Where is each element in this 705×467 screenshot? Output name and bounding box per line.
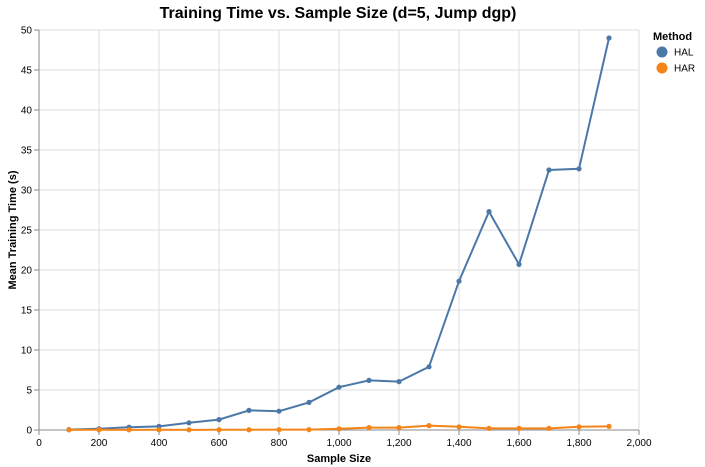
data-point-har [216, 427, 222, 433]
series-layer [66, 35, 612, 433]
data-point-har [186, 427, 192, 433]
data-point-hal [486, 209, 492, 215]
x-tick-label: 1,400 [446, 438, 471, 449]
data-point-hal [336, 384, 342, 390]
data-point-har [306, 427, 312, 433]
data-point-har [276, 427, 282, 433]
y-axis-title: Mean Training Time (s) [7, 170, 19, 289]
x-tick-label: 600 [211, 438, 228, 449]
data-point-har [486, 425, 492, 431]
data-point-hal [246, 407, 252, 413]
y-tick-label: 20 [21, 266, 33, 277]
y-tick-label: 25 [21, 226, 33, 237]
y-tick-label: 0 [26, 426, 32, 437]
data-point-hal [216, 417, 222, 423]
series-hal [66, 35, 612, 433]
x-tick-label: 200 [91, 438, 108, 449]
x-tick-label: 2,000 [626, 438, 651, 449]
legend-symbol [656, 62, 668, 74]
data-point-har [96, 427, 102, 433]
legend-title: Method [653, 31, 692, 43]
axes: 0 200 400 600 800 1,000 1,200 1,400 1,600 1,800 2,… [21, 26, 652, 450]
legend: Method HAL HAR [653, 31, 695, 75]
data-point-hal [516, 261, 522, 267]
x-tick-label: 1,200 [386, 438, 411, 449]
chart-title: Training Time vs. Sample Size (d=5, Jump… [160, 5, 517, 22]
x-tick-label: 400 [151, 438, 168, 449]
data-point-hal [456, 278, 462, 284]
data-point-hal [366, 377, 372, 383]
x-axis-title: Sample Size [307, 453, 371, 465]
data-point-har [156, 427, 162, 433]
data-point-hal [306, 399, 312, 405]
grid [38, 29, 640, 431]
data-point-har [456, 424, 462, 430]
data-point-hal [276, 408, 282, 414]
y-tick-label: 45 [21, 66, 33, 77]
legend-item-hal: HAL [656, 46, 694, 59]
data-point-har [426, 423, 432, 429]
data-point-har [396, 425, 402, 431]
y-tick-label: 10 [21, 346, 33, 357]
y-tick-label: 35 [21, 146, 33, 157]
y-tick-label: 50 [21, 26, 33, 37]
data-point-har [516, 425, 522, 431]
x-tick-label: 1,000 [326, 438, 351, 449]
x-tick-label: 1,800 [566, 438, 591, 449]
data-point-hal [576, 166, 582, 172]
x-tick-label: 1,600 [506, 438, 531, 449]
data-point-har [576, 424, 582, 430]
data-point-har [606, 423, 612, 429]
data-point-har [126, 427, 132, 433]
series-har [66, 423, 612, 433]
data-point-har [66, 427, 72, 433]
y-tick-label: 30 [21, 186, 33, 197]
legend-label: HAR [674, 64, 695, 75]
x-tick-label: 0 [36, 438, 42, 449]
data-point-hal [606, 35, 612, 41]
x-tick-label: 800 [271, 438, 288, 449]
data-point-hal [186, 420, 192, 426]
data-point-hal [396, 379, 402, 385]
data-point-har [366, 425, 372, 431]
data-point-hal [426, 364, 432, 370]
data-point-har [546, 425, 552, 431]
data-point-har [336, 426, 342, 432]
data-point-hal [546, 167, 552, 173]
legend-item-har: HAR [656, 62, 695, 75]
legend-symbol [656, 46, 668, 58]
y-tick-label: 15 [21, 306, 33, 317]
y-tick-label: 5 [26, 386, 32, 397]
legend-label: HAL [674, 48, 694, 59]
data-point-har [246, 427, 252, 433]
y-tick-label: 40 [21, 106, 33, 117]
